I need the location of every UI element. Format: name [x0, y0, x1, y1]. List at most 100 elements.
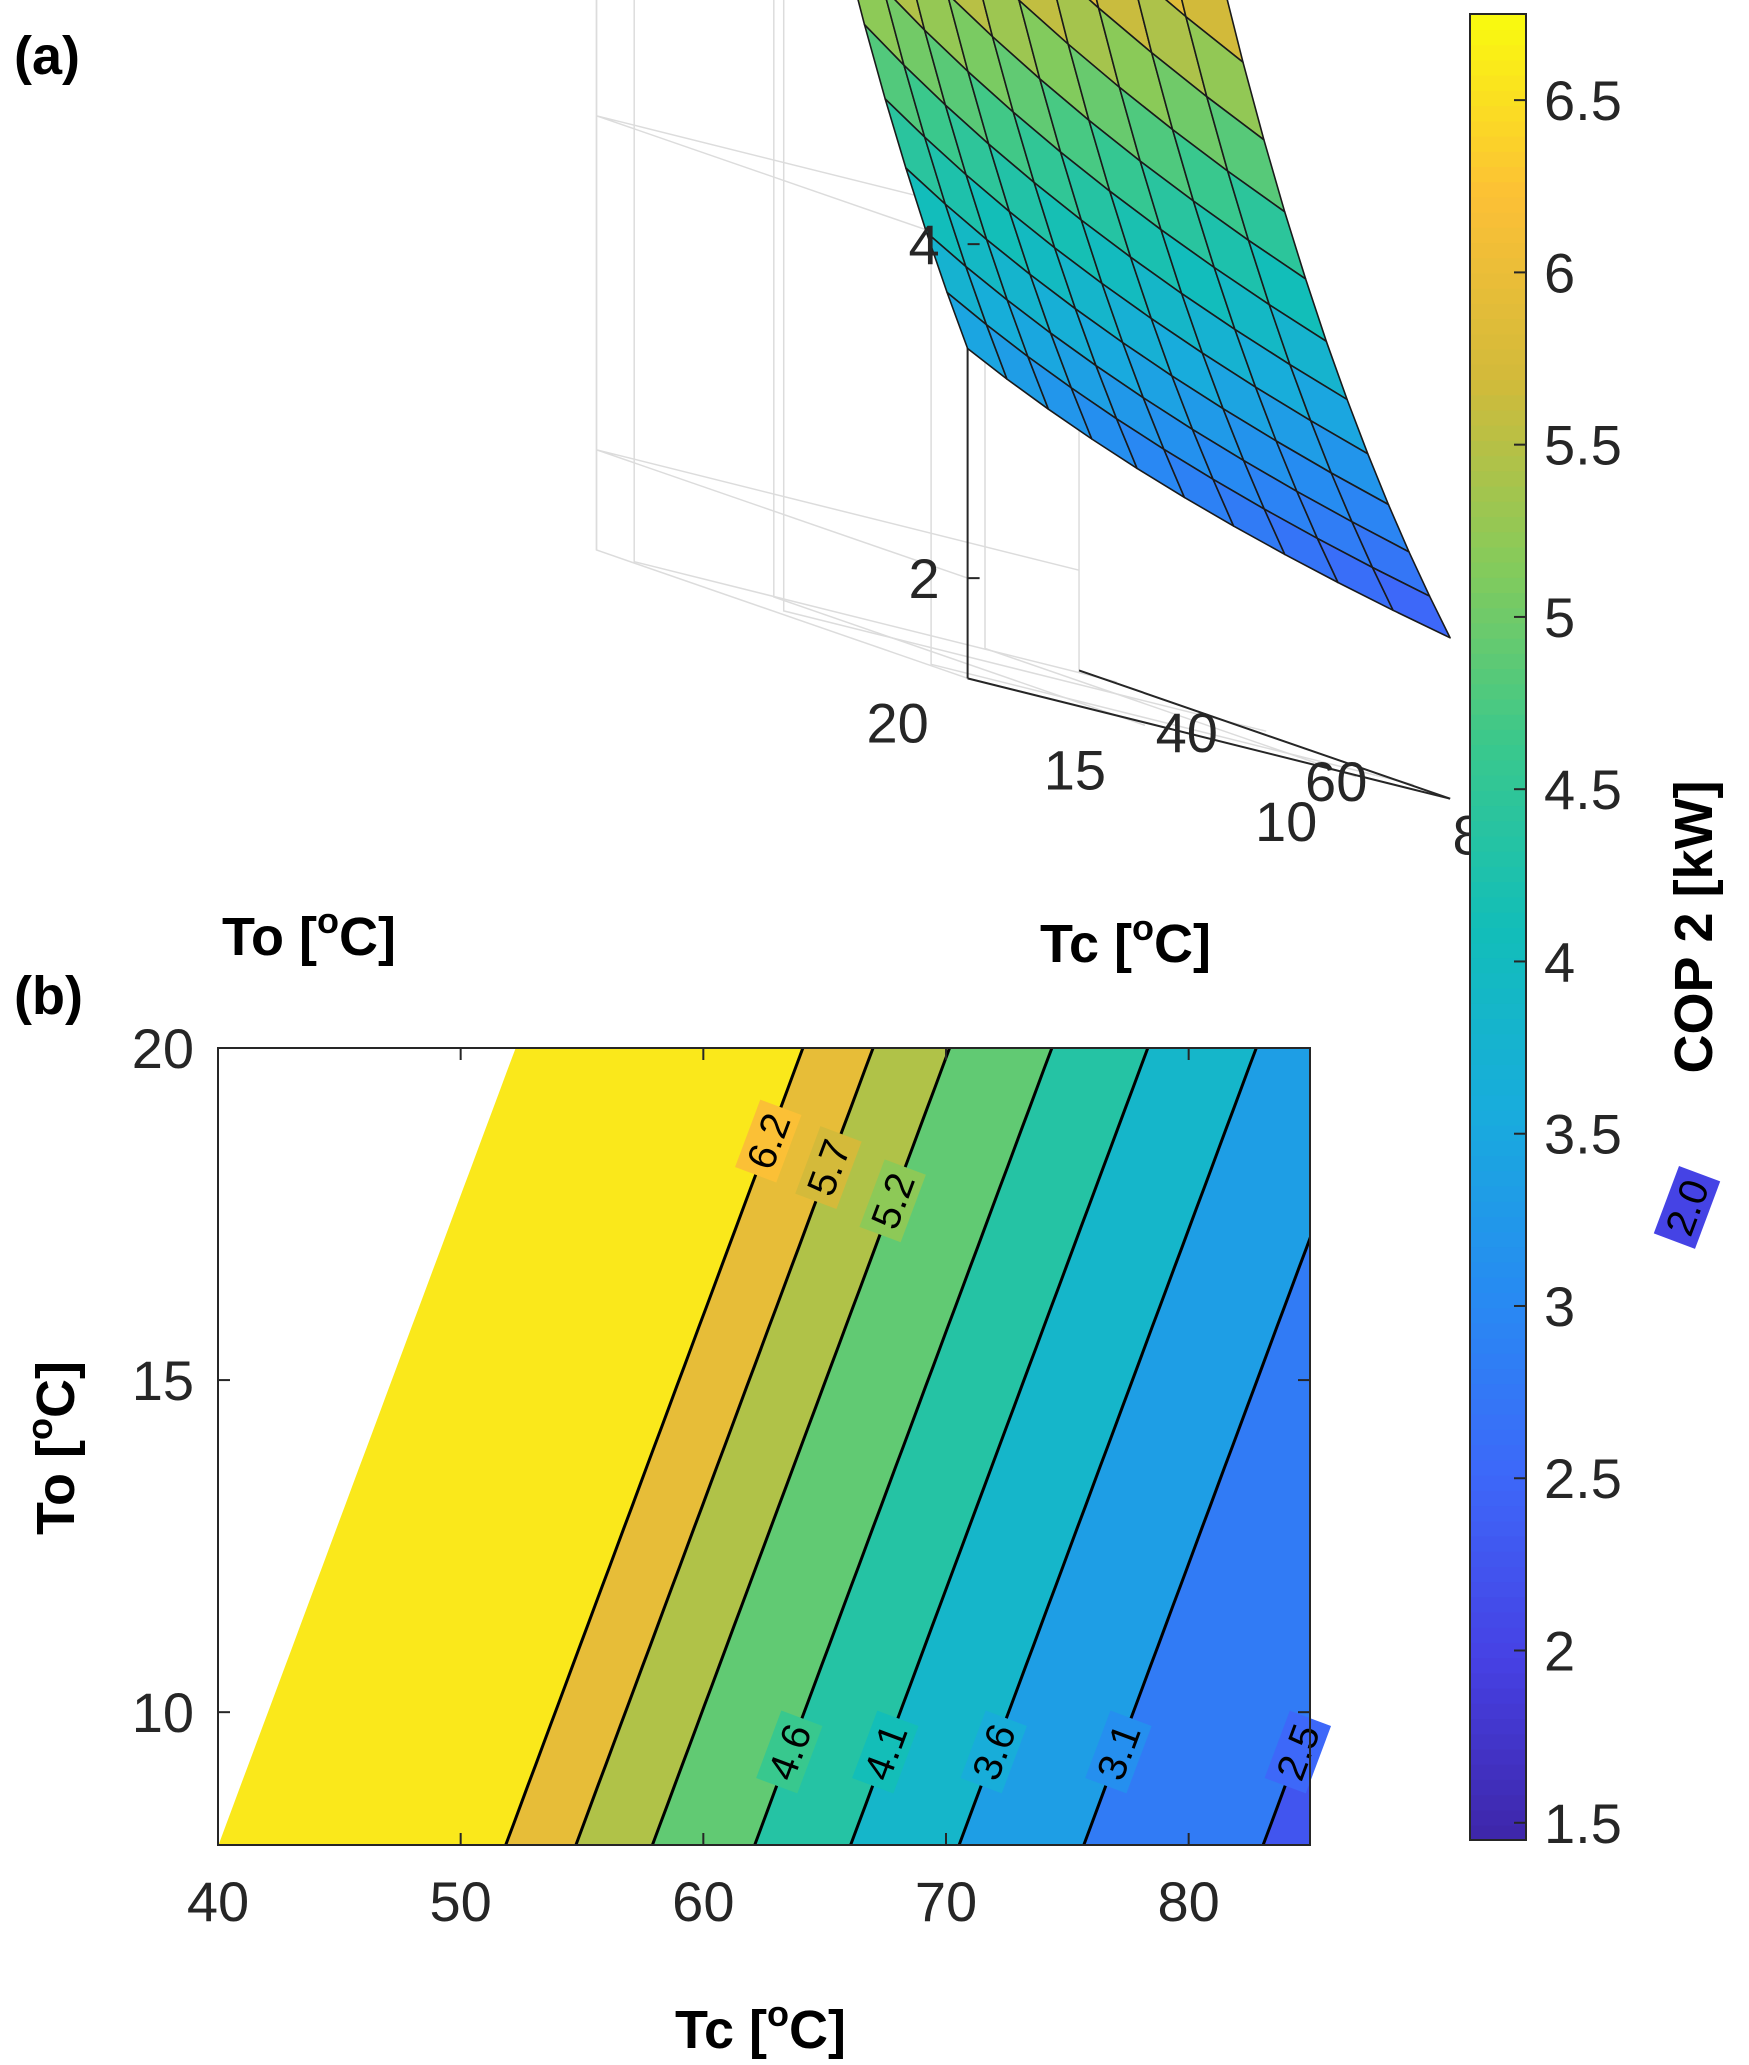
- surface-tc-gridline: [633, 0, 1117, 683]
- contour-line: [849, 1048, 1150, 1845]
- colorbar-segment: [1470, 1185, 1526, 1202]
- colorbar: 1.5 2 2.5 3 3.5 4 4.5 5 5.5 6 6.5 COP 2 [kW]: [1469, 13, 1724, 1855]
- colorbar-label: COP 2 [kW]: [1664, 780, 1724, 1073]
- colorbar-segment: [1470, 896, 1526, 913]
- contour-band: [959, 1048, 1310, 1845]
- colorbar-segment: [1470, 59, 1526, 76]
- colorbar-segment: [1470, 1687, 1526, 1704]
- colorbar-segment: [1470, 881, 1526, 898]
- colorbar-segment: [1470, 1079, 1526, 1096]
- colorbar-segment: [1470, 1429, 1526, 1446]
- colorbar-segment: [1470, 790, 1526, 807]
- contour-y-tick-label: 15: [132, 1349, 194, 1412]
- colorbar-segment: [1470, 1063, 1526, 1080]
- colorbar-segment: [1470, 485, 1526, 502]
- colorbar-segment: [1470, 455, 1526, 472]
- colorbar-segment: [1470, 409, 1526, 426]
- colorbar-segment: [1470, 1094, 1526, 1111]
- colorbar-segment: [1470, 1520, 1526, 1537]
- colorbar-tick-label: 6.5: [1544, 69, 1622, 132]
- colorbar-segment: [1470, 196, 1526, 213]
- colorbar-segment: [1470, 227, 1526, 244]
- surface-patch: [1371, 566, 1451, 639]
- surface-z-gridline: [596, 449, 1080, 579]
- colorbar-segment: [1470, 744, 1526, 761]
- contour-line: [504, 1048, 805, 1845]
- contour-x-tick-label: 70: [915, 1870, 977, 1933]
- colorbar-segment: [1470, 1718, 1526, 1735]
- colorbar-segment: [1470, 1003, 1526, 1020]
- contour-line: [957, 1048, 1258, 1845]
- colorbar-tick-label: 3.5: [1544, 1103, 1622, 1166]
- colorbar-segment: [1470, 1413, 1526, 1430]
- colorbar-tick-label: 6: [1544, 241, 1575, 304]
- colorbar-segment: [1470, 1109, 1526, 1126]
- colorbar-segment: [1470, 166, 1526, 183]
- colorbar-segment: [1470, 561, 1526, 578]
- colorbar-segment: [1470, 850, 1526, 867]
- colorbar-tick-label: 2.5: [1544, 1447, 1622, 1510]
- colorbar-segment: [1470, 713, 1526, 730]
- colorbar-segment: [1470, 653, 1526, 670]
- contour-to-axis-label: To [oC]: [19, 1361, 86, 1535]
- colorbar-segment: [1470, 1611, 1526, 1628]
- colorbar-segment: [1470, 1170, 1526, 1187]
- colorbar-segment: [1470, 1626, 1526, 1643]
- colorbar-segment: [1470, 1368, 1526, 1385]
- contour-x-tick-label: 50: [430, 1870, 492, 1933]
- contour-label-background: [859, 1159, 926, 1243]
- surface-tc-axis: [1078, 669, 1451, 800]
- colorbar-segment: [1470, 1155, 1526, 1172]
- contour-axes-ticks: 40 50 60 70 80 10 15 20: [132, 1017, 1310, 1933]
- contour-label-background: [960, 1710, 1027, 1794]
- colorbar-tick-label: 4: [1544, 930, 1575, 993]
- colorbar-segment: [1470, 1794, 1526, 1811]
- colorbar-frame: [1469, 13, 1527, 1841]
- colorbar-segment: [1470, 379, 1526, 396]
- colorbar-segment: [1470, 424, 1526, 441]
- colorbar-segment: [1470, 500, 1526, 517]
- colorbar-segment: [1470, 1033, 1526, 1050]
- contour-band: [575, 1048, 950, 1845]
- colorbar-segment: [1470, 698, 1526, 715]
- colorbar-segment: [1470, 242, 1526, 259]
- colorbar-tick-label: 4.5: [1544, 758, 1622, 821]
- surface-tc-gridline: [782, 0, 1267, 732]
- surface-to-tick-label: 15: [1044, 738, 1106, 801]
- colorbar-segment: [1470, 1216, 1526, 1233]
- surface-z-tick-label: 4: [908, 213, 939, 276]
- colorbar-segment: [1470, 1550, 1526, 1567]
- colorbar-segment: [1470, 257, 1526, 274]
- colorbar-segment: [1470, 1490, 1526, 1507]
- surface-tc-axis-label: Tc [oC]: [1040, 907, 1211, 974]
- colorbar-segment: [1470, 729, 1526, 746]
- colorbar-tick-label: 1.5: [1544, 1792, 1622, 1855]
- colorbar-segment: [1470, 1474, 1526, 1491]
- colorbar-segment: [1470, 577, 1526, 594]
- colorbar-segment: [1470, 683, 1526, 700]
- colorbar-segment: [1470, 1642, 1526, 1659]
- colorbar-segment: [1470, 1733, 1526, 1750]
- colorbar-segment: [1470, 835, 1526, 852]
- contour-tc-axis-label: Tc [oC]: [675, 1993, 846, 2060]
- colorbar-segment: [1470, 820, 1526, 837]
- colorbar-segment: [1470, 987, 1526, 1004]
- surface-to-gridline: [773, 0, 1146, 727]
- colorbar-segment: [1470, 1292, 1526, 1309]
- colorbar-segment: [1470, 363, 1526, 380]
- colorbar-segment: [1470, 774, 1526, 791]
- colorbar-segment: [1470, 1824, 1526, 1841]
- contour-y-tick-label: 10: [132, 1681, 194, 1744]
- contour-plot-frame: [217, 1047, 1311, 1846]
- colorbar-segment: [1470, 1748, 1526, 1765]
- contour-band: [652, 1048, 1052, 1845]
- colorbar-segment: [1470, 181, 1526, 198]
- colorbar-segment: [1470, 759, 1526, 776]
- contour-x-tick-label: 60: [672, 1870, 734, 1933]
- contour-x-tick-label: 40: [187, 1870, 249, 1933]
- colorbar-segment: [1470, 394, 1526, 411]
- colorbar-segment: [1470, 1459, 1526, 1476]
- colorbar-segment: [1470, 927, 1526, 944]
- contour-label-background: [1653, 1165, 1721, 1249]
